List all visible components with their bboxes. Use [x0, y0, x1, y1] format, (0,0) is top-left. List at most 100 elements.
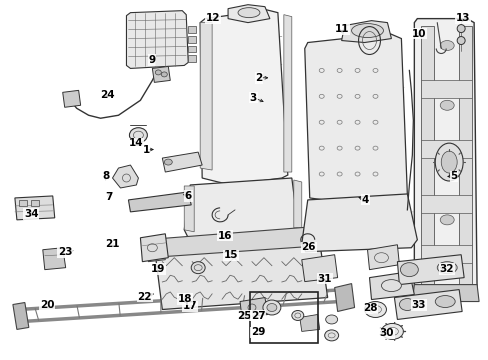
Ellipse shape: [456, 24, 464, 32]
Text: 21: 21: [104, 239, 119, 249]
Polygon shape: [411, 285, 478, 302]
Ellipse shape: [381, 280, 401, 292]
Text: 19: 19: [150, 264, 164, 274]
Text: 12: 12: [205, 13, 220, 23]
Polygon shape: [62, 90, 81, 107]
Ellipse shape: [129, 128, 147, 143]
Text: 28: 28: [362, 303, 377, 314]
Text: 8: 8: [102, 171, 109, 181]
Bar: [188, 55, 196, 62]
Text: 15: 15: [223, 250, 238, 260]
Polygon shape: [155, 242, 327, 310]
Text: 10: 10: [411, 29, 425, 39]
Polygon shape: [369, 272, 413, 300]
Text: 2: 2: [255, 73, 262, 83]
Text: 18: 18: [178, 294, 192, 304]
Polygon shape: [421, 80, 471, 98]
Bar: [19, 200, 27, 206]
Text: 6: 6: [184, 191, 192, 201]
Text: 30: 30: [379, 328, 393, 338]
Bar: [31, 200, 39, 206]
Ellipse shape: [439, 41, 453, 50]
Polygon shape: [128, 192, 191, 212]
Ellipse shape: [161, 72, 167, 77]
Polygon shape: [42, 248, 65, 270]
Polygon shape: [304, 32, 407, 205]
Polygon shape: [283, 15, 291, 172]
Text: 29: 29: [250, 327, 265, 337]
Ellipse shape: [434, 143, 462, 181]
Polygon shape: [421, 26, 433, 285]
Ellipse shape: [440, 151, 456, 173]
Polygon shape: [184, 186, 194, 232]
Polygon shape: [152, 67, 170, 82]
Ellipse shape: [439, 265, 453, 275]
Polygon shape: [394, 289, 461, 319]
Ellipse shape: [439, 215, 453, 225]
Polygon shape: [334, 284, 354, 311]
Bar: [188, 45, 196, 53]
Polygon shape: [145, 240, 165, 262]
Ellipse shape: [238, 8, 260, 18]
Text: 17: 17: [182, 301, 197, 311]
Ellipse shape: [400, 263, 417, 276]
Polygon shape: [184, 178, 297, 238]
Ellipse shape: [436, 262, 456, 274]
Ellipse shape: [164, 159, 172, 165]
Ellipse shape: [263, 300, 280, 315]
Ellipse shape: [439, 100, 453, 110]
Polygon shape: [341, 21, 390, 42]
Polygon shape: [13, 302, 29, 329]
Polygon shape: [145, 226, 334, 258]
Ellipse shape: [266, 303, 276, 311]
Polygon shape: [126, 11, 188, 68]
Polygon shape: [421, 195, 471, 213]
Polygon shape: [413, 19, 476, 294]
Ellipse shape: [191, 262, 205, 274]
Ellipse shape: [381, 323, 403, 339]
Text: 24: 24: [100, 90, 114, 100]
Bar: [188, 36, 196, 42]
Text: 26: 26: [301, 242, 315, 252]
Text: 13: 13: [454, 13, 469, 23]
Text: 22: 22: [137, 292, 152, 302]
Text: 5: 5: [449, 171, 457, 181]
Polygon shape: [367, 245, 399, 270]
Text: 14: 14: [129, 139, 143, 148]
Polygon shape: [162, 152, 202, 172]
Polygon shape: [421, 140, 471, 158]
Polygon shape: [140, 234, 168, 262]
Ellipse shape: [324, 330, 338, 341]
Ellipse shape: [434, 296, 454, 307]
Ellipse shape: [364, 302, 386, 318]
Text: 27: 27: [250, 311, 265, 320]
Text: 32: 32: [439, 264, 453, 274]
Polygon shape: [301, 255, 337, 282]
Text: 11: 11: [334, 24, 348, 35]
Polygon shape: [240, 298, 267, 318]
Text: 20: 20: [40, 300, 54, 310]
Ellipse shape: [456, 37, 464, 45]
Text: 1: 1: [142, 144, 149, 154]
Text: 4: 4: [361, 195, 368, 205]
Polygon shape: [458, 26, 471, 285]
Ellipse shape: [155, 70, 161, 75]
Bar: [249, 292, 317, 343]
Ellipse shape: [325, 315, 337, 324]
Polygon shape: [227, 5, 269, 23]
Polygon shape: [421, 245, 471, 263]
Ellipse shape: [399, 298, 414, 310]
Text: 33: 33: [411, 300, 425, 310]
Polygon shape: [299, 315, 319, 332]
Text: 34: 34: [24, 209, 39, 219]
Bar: [188, 26, 196, 32]
Polygon shape: [397, 255, 463, 285]
Ellipse shape: [351, 24, 383, 37]
Ellipse shape: [439, 160, 453, 170]
Text: 25: 25: [237, 311, 251, 320]
Text: 9: 9: [148, 55, 155, 65]
Polygon shape: [293, 180, 301, 228]
Ellipse shape: [291, 310, 303, 320]
Polygon shape: [301, 194, 416, 252]
Text: 3: 3: [249, 93, 256, 103]
